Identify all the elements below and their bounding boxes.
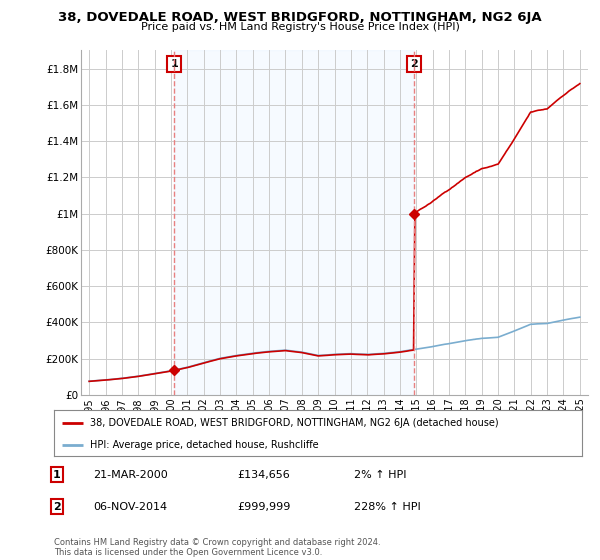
Text: 2% ↑ HPI: 2% ↑ HPI [354,470,407,480]
Text: Price paid vs. HM Land Registry's House Price Index (HPI): Price paid vs. HM Land Registry's House … [140,22,460,32]
Text: £999,999: £999,999 [237,502,290,512]
Text: 21-MAR-2000: 21-MAR-2000 [93,470,168,480]
Text: 1: 1 [170,59,178,69]
Text: 1: 1 [53,470,61,480]
Bar [175,50,413,395]
Text: 228% ↑ HPI: 228% ↑ HPI [354,502,421,512]
Text: Contains HM Land Registry data © Crown copyright and database right 2024.
This d: Contains HM Land Registry data © Crown c… [54,538,380,557]
Text: HPI: Average price, detached house, Rushcliffe: HPI: Average price, detached house, Rush… [90,440,319,450]
Text: 06-NOV-2014: 06-NOV-2014 [93,502,167,512]
Text: £134,656: £134,656 [237,470,290,480]
Text: 2: 2 [410,59,418,69]
Text: 38, DOVEDALE ROAD, WEST BRIDGFORD, NOTTINGHAM, NG2 6JA: 38, DOVEDALE ROAD, WEST BRIDGFORD, NOTTI… [58,11,542,24]
Text: 38, DOVEDALE ROAD, WEST BRIDGFORD, NOTTINGHAM, NG2 6JA (detached house): 38, DOVEDALE ROAD, WEST BRIDGFORD, NOTTI… [90,418,499,428]
Text: 2: 2 [53,502,61,512]
